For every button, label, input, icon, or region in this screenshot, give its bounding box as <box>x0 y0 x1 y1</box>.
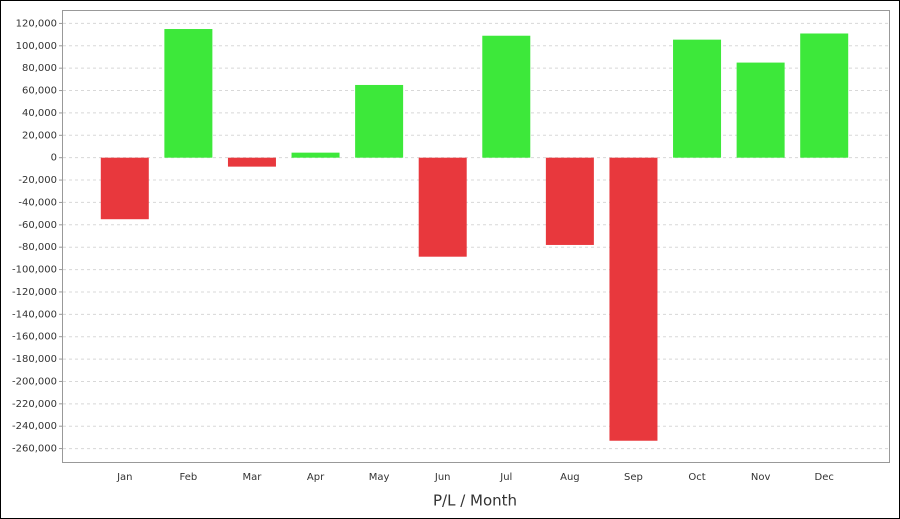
bar <box>736 62 785 158</box>
x-tick-label: Apr <box>307 472 325 483</box>
x-axis-title: P/L / Month <box>433 492 517 510</box>
y-tick-label: -260,000 <box>12 444 57 455</box>
x-tick-label: Jan <box>116 472 132 483</box>
y-tick-label: 0 <box>51 153 57 164</box>
y-tick-label: -60,000 <box>18 220 57 231</box>
y-tick-label: -100,000 <box>12 265 57 276</box>
y-tick-label: 80,000 <box>22 63 57 74</box>
y-tick-label: 100,000 <box>16 41 57 52</box>
y-tick-label: 120,000 <box>16 18 57 29</box>
x-tick-label: Feb <box>180 472 198 483</box>
bar <box>100 157 149 220</box>
y-tick-label: 60,000 <box>22 86 57 97</box>
y-tick-label: -180,000 <box>12 354 57 365</box>
x-tick-label: Dec <box>815 472 834 483</box>
x-tick-label: Aug <box>560 472 580 483</box>
y-tick-label: -20,000 <box>18 175 57 186</box>
bar <box>355 84 404 158</box>
bar <box>800 33 849 158</box>
x-tick-label: May <box>369 472 390 483</box>
y-tick-label: -240,000 <box>12 421 57 432</box>
x-tick-label: Sep <box>624 472 643 483</box>
y-tick-label: -200,000 <box>12 376 57 387</box>
y-tick-label: -140,000 <box>12 309 57 320</box>
x-tick-label: Mar <box>243 472 263 483</box>
bar <box>418 157 467 257</box>
x-tick-label: Oct <box>688 472 705 483</box>
y-tick-label: 40,000 <box>22 108 57 119</box>
y-tick-label: 20,000 <box>22 130 57 141</box>
x-tick-label: Jul <box>499 472 512 483</box>
x-tick-label: Jun <box>434 472 451 483</box>
y-tick-label: -220,000 <box>12 399 57 410</box>
bar <box>164 29 213 158</box>
bar <box>673 39 722 158</box>
bar <box>227 157 276 167</box>
bar <box>482 35 531 158</box>
y-tick-label: -40,000 <box>18 197 57 208</box>
y-tick-label: -160,000 <box>12 332 57 343</box>
bar <box>609 157 658 441</box>
x-tick-label: Nov <box>751 472 771 483</box>
y-tick-label: -120,000 <box>12 287 57 298</box>
bar <box>291 152 340 158</box>
y-tick-label: -80,000 <box>18 242 57 253</box>
bar <box>545 157 594 245</box>
